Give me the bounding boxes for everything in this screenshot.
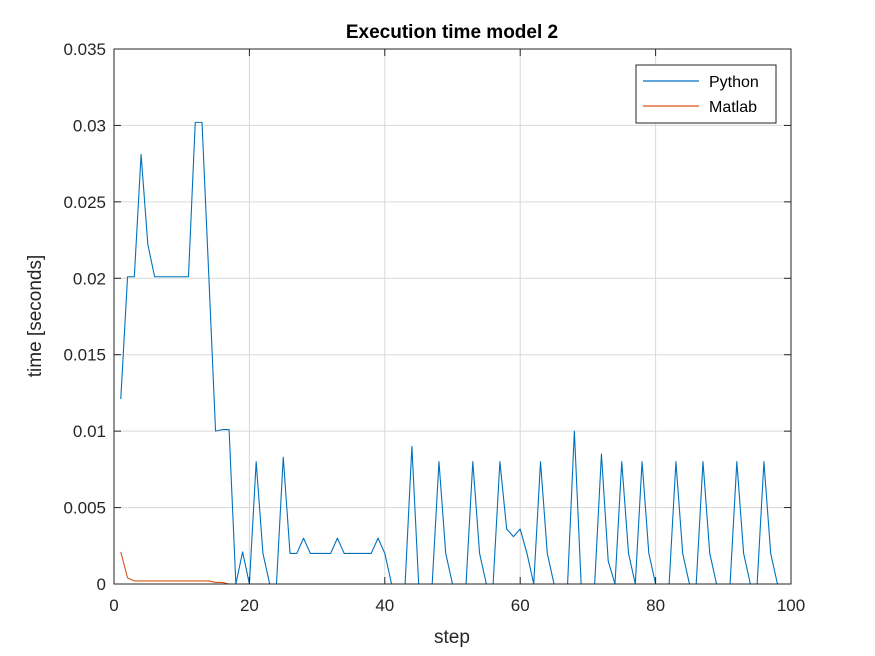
chart-title: Execution time model 2 (346, 22, 558, 43)
y-tick-label: 0 (97, 575, 106, 594)
y-tick-label: 0.02 (73, 269, 106, 288)
plot-area (114, 49, 791, 584)
x-tick-label: 40 (375, 596, 394, 615)
x-axis-label: step (434, 627, 470, 648)
x-tick-labels: 0 20 40 60 80 100 (109, 596, 805, 615)
x-tick-label: 60 (511, 596, 530, 615)
x-tick-label: 80 (646, 596, 665, 615)
y-tick-labels: 0 0.005 0.01 0.015 0.02 0.025 0.03 0.035 (63, 40, 106, 594)
legend: Python Matlab (635, 64, 777, 124)
x-tick-label: 0 (109, 596, 118, 615)
legend-label-matlab: Matlab (709, 99, 757, 116)
y-tick-label: 0.015 (63, 346, 106, 365)
y-axis-label: time [seconds] (25, 255, 46, 378)
y-tick-label: 0.035 (63, 40, 106, 59)
y-tick-label: 0.025 (63, 193, 106, 212)
legend-box (635, 64, 777, 124)
x-tick-label: 20 (240, 596, 259, 615)
y-tick-label: 0.03 (73, 116, 106, 135)
tick-marks (113, 48, 792, 585)
x-tick-label: 100 (777, 596, 805, 615)
axes-box (113, 48, 792, 585)
legend-label-python: Python (709, 74, 759, 91)
y-tick-label: 0.005 (63, 499, 106, 518)
y-tick-label: 0.01 (73, 422, 106, 441)
